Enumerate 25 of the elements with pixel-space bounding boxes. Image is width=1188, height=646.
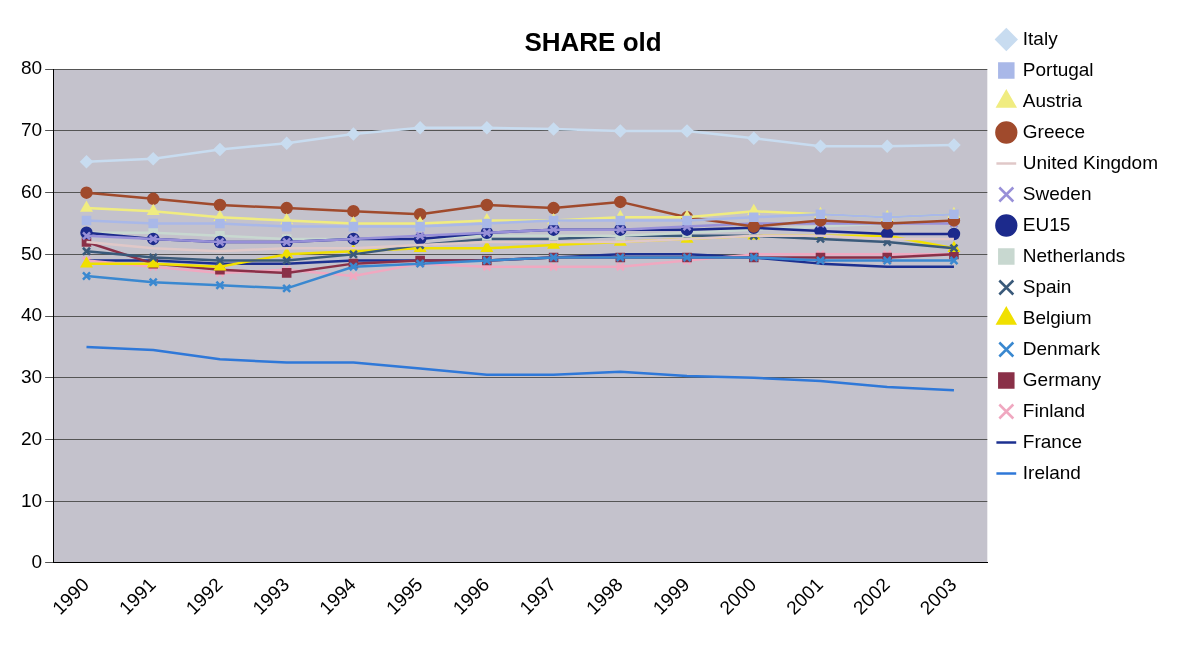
y-tick-label: 50	[20, 242, 43, 264]
legend-label: Sweden	[1022, 182, 1092, 204]
legend-label: Greece	[1022, 120, 1086, 142]
legend-label: France	[1022, 430, 1082, 452]
chart-title: SHARE old	[524, 26, 662, 57]
legend-label: Spain	[1022, 275, 1072, 297]
legend-label: EU15	[1022, 213, 1071, 235]
legend-label: Netherlands	[1022, 244, 1126, 266]
y-tick-label: 20	[20, 427, 43, 449]
legend-label: Germany	[1022, 368, 1102, 390]
legend-label: Italy	[1022, 27, 1059, 49]
y-tick-label: 40	[20, 304, 43, 326]
legend-label: Belgium	[1022, 306, 1092, 328]
y-tick-label: 80	[20, 57, 43, 79]
legend-label: Finland	[1022, 399, 1086, 421]
y-tick-label: 0	[31, 551, 43, 573]
legend-label: Denmark	[1022, 337, 1101, 359]
legend-label: United Kingdom	[1022, 151, 1159, 173]
legend-label: Portugal	[1022, 58, 1094, 80]
y-tick-label: 30	[20, 366, 43, 388]
y-tick-label: 60	[20, 180, 43, 202]
legend-label: Austria	[1022, 89, 1083, 111]
y-tick-label: 70	[20, 119, 43, 141]
y-tick-label: 10	[20, 489, 43, 511]
legend-label: Ireland	[1022, 461, 1081, 483]
